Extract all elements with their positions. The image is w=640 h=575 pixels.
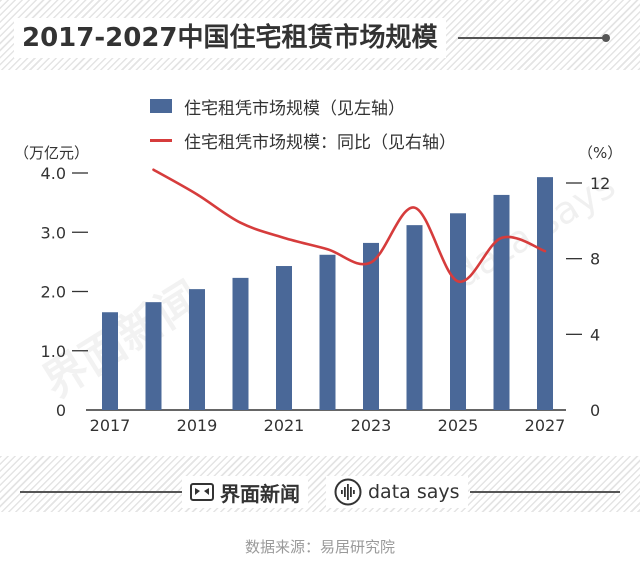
left-tick-label: 1.0 [41, 342, 66, 361]
bar-2020 [232, 277, 249, 410]
brand-name: 界面新闻 [220, 481, 300, 506]
footer-band [0, 456, 640, 512]
x-tick-label: 2027 [525, 416, 566, 435]
bar-2023 [363, 242, 379, 410]
bar-2021 [276, 266, 292, 410]
bar-2026 [493, 194, 510, 410]
left-tick-label: 0 [56, 401, 66, 420]
left-tick-label: 2.0 [41, 283, 66, 302]
legend-swatch-line [150, 138, 172, 142]
left-axis-title: （万亿元） [14, 144, 89, 162]
axes: 0 1.0 2.0 3.0 4.0 0 4 8 12 2017 2019 2021 2023 2025 20… [41, 164, 611, 435]
bar-2019 [189, 289, 205, 410]
x-tick-label: 2025 [438, 416, 479, 435]
left-tick-label: 4.0 [41, 164, 66, 183]
legend-item-line: 住宅租凭市场规模：同比（见右轴） [150, 128, 456, 153]
x-tick-label: 2021 [264, 416, 305, 435]
bar-2025 [450, 213, 466, 410]
data-says-name: data says [368, 481, 460, 503]
right-tick-label: 12 [590, 174, 610, 193]
brand-logo: 界面新闻 [182, 476, 308, 508]
right-axis-title: （%） [578, 144, 622, 162]
line-series [152, 168, 547, 283]
x-tick-label: 2023 [351, 416, 392, 435]
jiemian-logo-icon [190, 483, 214, 501]
chart-title: 2017-2027中国住宅租赁市场规模 [14, 18, 446, 58]
bar-2024 [406, 225, 423, 410]
legend-label-line: 住宅租凭市场规模：同比（见右轴） [184, 132, 456, 153]
right-tick-label: 4 [590, 325, 600, 344]
legend-label-bar: 住宅租凭市场规模（见左轴） [184, 98, 405, 119]
header-band: 2017-2027中国住宅租赁市场规模 [0, 0, 640, 70]
left-tick-label: 3.0 [41, 223, 66, 242]
yoy-growth-line [152, 168, 547, 283]
title-rule [458, 37, 604, 39]
x-tick-label: 2019 [177, 416, 218, 435]
bar-2022 [319, 254, 336, 410]
bar-2017 [102, 312, 118, 410]
legend-item-bar: 住宅租凭市场规模（见左轴） [150, 94, 405, 119]
x-tick-label: 2017 [90, 416, 131, 435]
right-tick-label: 8 [590, 250, 600, 269]
footer-rule-left [20, 491, 182, 493]
title-dot [602, 34, 610, 42]
footer-rule-right [470, 491, 620, 493]
data-says-logo-icon [334, 478, 362, 506]
bar-series [102, 177, 553, 410]
data-says-logo: data says [326, 476, 468, 508]
right-tick-label: 0 [590, 401, 600, 420]
bar-2027 [537, 177, 553, 410]
legend-swatch-bar [150, 99, 172, 113]
data-source: 数据来源：易居研究院 [244, 538, 395, 556]
bar-2018 [145, 302, 162, 410]
